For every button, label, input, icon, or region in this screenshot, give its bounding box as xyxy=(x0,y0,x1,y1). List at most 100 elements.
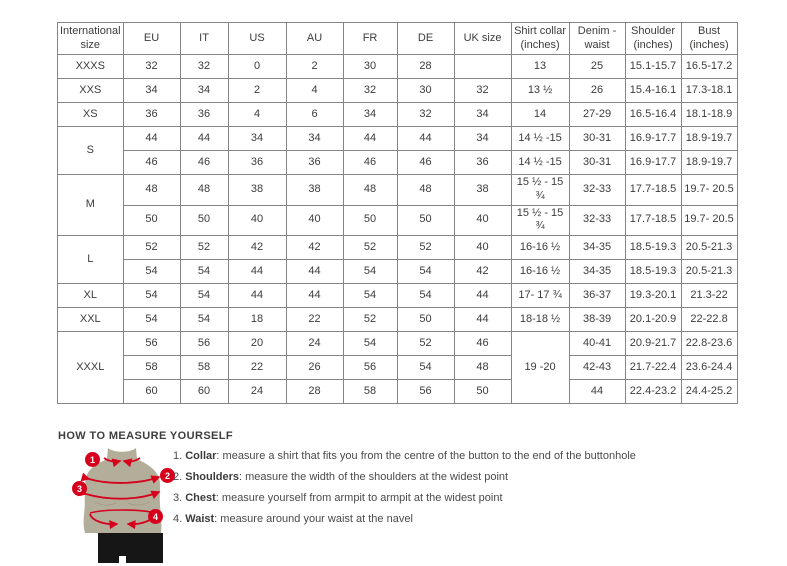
table-cell: 48 xyxy=(122,174,181,206)
table-cell: 44 xyxy=(568,379,626,404)
table-cell: 34 xyxy=(285,126,344,151)
table-row: S 44 44 34 34 44 44 34 14 ½ -15 30-31 16.9-17.7 18.… xyxy=(57,126,738,175)
measure-instruction-collar: 1. Collar: measure a shirt that fits you… xyxy=(173,450,636,462)
table-cell: 32 xyxy=(396,102,455,127)
table-cell: 13 ½ xyxy=(510,78,570,103)
table-cell: 46 xyxy=(453,331,512,356)
column-header: DE xyxy=(396,22,455,55)
size-table: International size EU IT US AU FR DE UK size Shi… xyxy=(57,22,738,404)
table-cell: 60 xyxy=(179,379,229,404)
table-cell: M xyxy=(57,174,124,236)
table-cell: 38 xyxy=(285,174,344,206)
table-cell: 52 xyxy=(342,235,398,260)
table-cell: 16.5-17.2 xyxy=(680,54,738,79)
table-cell: 44 xyxy=(179,126,229,151)
table-cell: 56 xyxy=(342,355,398,380)
table-cell: 44 xyxy=(285,259,344,284)
table-row: 60 60 24 28 58 56 50 44 22.4-23.2 24.4-25.2 xyxy=(58,379,738,404)
table-row: L 52 52 42 42 52 52 40 16-16 ½ 34-35 18.5-19.3 20.5… xyxy=(57,235,738,284)
table-cell: 13 xyxy=(510,54,570,79)
table-cell: 52 xyxy=(396,331,455,356)
table-cell: 40 xyxy=(453,204,512,236)
table-cell: 17- 17 ¾ xyxy=(510,283,570,308)
measure-heading: HOW TO MEASURE YOURSELF xyxy=(58,430,234,442)
table-row: XXXS 32 32 0 2 30 28 13 25 15.1-15.7 16.5-17.2 xyxy=(57,54,738,79)
table-cell: 46 xyxy=(342,150,398,175)
table-row: 58 58 22 26 56 54 48 42-43 21.7-22.4 23.6-24.4 xyxy=(58,355,738,380)
table-row: 54 54 44 44 54 54 42 16-16 ½ 34-35 18.5-19.3 20.5-… xyxy=(58,259,738,284)
table-cell: 36 xyxy=(227,150,287,175)
table-cell: 32 xyxy=(179,54,229,79)
table-cell: 40 xyxy=(227,204,287,236)
table-cell: 22.8-23.6 xyxy=(680,331,738,356)
table-cell: 50 xyxy=(179,204,229,236)
table-cell: 54 xyxy=(122,283,181,308)
table-cell: 23.6-24.4 xyxy=(680,355,738,380)
table-cell: 16.9-17.7 xyxy=(624,126,682,151)
column-header: FR xyxy=(342,22,398,55)
table-cell: 54 xyxy=(342,259,398,284)
table-cell: 54 xyxy=(122,307,181,332)
table-cell: 28 xyxy=(285,379,344,404)
table-cell: 21.7-22.4 xyxy=(624,355,682,380)
table-cell: 52 xyxy=(342,307,398,332)
table-cell: 42 xyxy=(453,259,512,284)
table-cell: 50 xyxy=(122,204,181,236)
mannequin-illustration xyxy=(77,448,163,563)
table-cell: 54 xyxy=(396,259,455,284)
table-cell: 18.1-18.9 xyxy=(680,102,738,127)
table-cell: 16.5-16.4 xyxy=(624,102,682,127)
table-cell: 18.9-19.7 xyxy=(680,150,738,175)
measure-point-4: 4 xyxy=(148,509,163,524)
table-cell: 36 xyxy=(285,150,344,175)
table-cell: 34 xyxy=(453,126,512,151)
table-cell: 54 xyxy=(342,283,398,308)
table-cell: 18.5-19.3 xyxy=(624,235,682,260)
measure-point-1: 1 xyxy=(85,452,100,467)
table-cell: 19.7- 20.5 xyxy=(680,174,738,206)
table-cell: 18.9-19.7 xyxy=(680,126,738,151)
table-cell: 38-39 xyxy=(568,307,626,332)
table-cell: 32-33 xyxy=(568,204,626,236)
table-cell: 54 xyxy=(179,259,229,284)
table-cell: 18 xyxy=(227,307,287,332)
table-cell: 56 xyxy=(122,331,181,356)
table-cell: 30-31 xyxy=(568,150,626,175)
table-cell: 16-16 ½ xyxy=(510,235,570,260)
table-cell: 28 xyxy=(396,54,455,79)
table-cell: 58 xyxy=(122,355,181,380)
table-cell: 32 xyxy=(122,54,181,79)
table-cell: 56 xyxy=(179,331,229,356)
table-cell: 2 xyxy=(285,54,344,79)
table-row: 46 46 36 36 46 46 36 14 ½ -15 30-31 16.9-17.7 18.9… xyxy=(58,150,738,175)
column-header: EU xyxy=(122,22,181,55)
table-cell: 52 xyxy=(122,235,181,260)
table-cell: 20.9-21.7 xyxy=(624,331,682,356)
table-cell: 54 xyxy=(396,283,455,308)
table-row: XXXL 56 56 20 24 54 52 46 19 -20 40-41 20.9-21.7 22… xyxy=(57,331,738,404)
table-cell: 50 xyxy=(342,204,398,236)
table-cell: 54 xyxy=(122,259,181,284)
table-row: XXL 54 54 18 22 52 50 44 18-18 ½ 38-39 20.1-20.9 22… xyxy=(57,307,738,332)
size-table-body: XXXS 32 32 0 2 30 28 13 25 15.1-15.7 16.5-17.2 XXS 3… xyxy=(57,54,738,404)
table-cell: 44 xyxy=(227,283,287,308)
table-cell: 52 xyxy=(396,235,455,260)
table-cell: 44 xyxy=(453,307,512,332)
table-cell: XS xyxy=(57,102,124,127)
table-cell: 48 xyxy=(342,174,398,206)
table-cell: 22 xyxy=(227,355,287,380)
column-header: US xyxy=(227,22,287,55)
table-cell: 30-31 xyxy=(568,126,626,151)
measure-instruction-waist: 4. Waist: measure around your waist at t… xyxy=(173,513,413,525)
chest-measure-line xyxy=(77,487,161,500)
table-cell: 46 xyxy=(396,150,455,175)
table-cell: 15 ½ - 15 ¾ xyxy=(510,204,570,236)
table-cell: 42-43 xyxy=(568,355,626,380)
table-cell: 42 xyxy=(227,235,287,260)
column-header: Denim - waist xyxy=(568,22,626,55)
table-cell: S xyxy=(57,126,124,175)
table-row: XXS 34 34 2 4 32 30 32 13 ½ 26 15.4-16.1 17.3-18.1 xyxy=(57,78,738,103)
table-cell: 54 xyxy=(179,307,229,332)
table-row: 50 50 40 40 50 50 40 15 ½ - 15 ¾ 32-33 17.7-18.5 1… xyxy=(58,204,738,236)
table-cell: XXL xyxy=(57,307,124,332)
